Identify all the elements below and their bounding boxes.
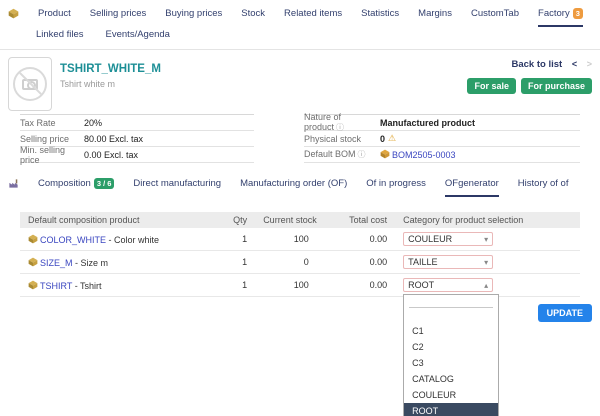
product-link[interactable]: TSHIRT [40, 280, 73, 291]
info-icon: ⓘ [357, 150, 366, 159]
no-photo-icon [13, 67, 47, 101]
physical-stock-value: 0 [380, 133, 386, 144]
dropdown-empty-option[interactable] [404, 295, 498, 307]
product-icon [28, 257, 38, 266]
product-link[interactable]: COLOR_WHITE [40, 234, 107, 245]
bom-icon [380, 149, 390, 159]
for-purchase-badge: For purchase [520, 78, 592, 94]
chevron-down-icon: ▾ [484, 257, 489, 267]
info-table-right: Nature of product ⓘ Manufactured product … [304, 112, 580, 163]
tab-product[interactable]: Product [38, 8, 71, 19]
dropdown-option-c1[interactable]: C1 [412, 326, 424, 336]
nature-of-product-row: Nature of product ⓘ Manufactured product [304, 112, 580, 132]
physical-stock-row: Physical stock 0 ⚠ [304, 131, 580, 147]
subtab-manufacturing-order[interactable]: Manufacturing order (OF) [240, 178, 348, 189]
subtab-history-of-of[interactable]: History of of [517, 178, 569, 189]
tab-selling-prices[interactable]: Selling prices [89, 8, 147, 19]
tab-buying-prices[interactable]: Buying prices [165, 8, 223, 19]
subtab-composition[interactable]: Composition 3 / 6 [38, 178, 115, 197]
tab-related-items[interactable]: Related items [284, 8, 343, 19]
chevron-up-icon: ▴ [484, 280, 489, 290]
category-select[interactable]: TAILLE ▾ [403, 255, 494, 269]
subtab-of-in-progress[interactable]: Of in progress [366, 178, 426, 189]
category-dropdown: C1 C2 C3 CATALOG COULEUR ROOT TAILLE VAR… [403, 294, 500, 416]
factory-icon [8, 178, 19, 189]
product-label: Tshirt white m [60, 79, 116, 89]
selling-price-row: Selling price 80.00 Excl. tax [20, 131, 254, 147]
tax-rate-row: Tax Rate 20% [20, 115, 254, 131]
main-tabbar: Product Selling prices Buying prices Sto… [0, 0, 600, 27]
product-photo-placeholder[interactable] [8, 57, 52, 111]
info-icon: ⓘ [336, 123, 345, 132]
factory-count-badge: 3 [572, 8, 583, 19]
product-icon [28, 280, 38, 289]
product-banner: TSHIRT_WHITE_M Tshirt white m Back to li… [0, 50, 600, 112]
product-ref: TSHIRT_WHITE_M [60, 63, 161, 75]
info-table-left: Tax Rate 20% Selling price 80.00 Excl. t… [20, 114, 254, 165]
category-select[interactable]: COULEUR ▾ [403, 232, 494, 246]
dropdown-separator [409, 307, 494, 308]
tab-linked-files[interactable]: Linked files [36, 29, 84, 40]
stock-cell: 100 [293, 234, 309, 244]
tab-factory[interactable]: Factory 3 [538, 8, 583, 27]
qty-cell: 1 [242, 234, 248, 244]
min-selling-price-value: 0.00 Excl. tax [84, 149, 139, 160]
dropdown-option-root-selected[interactable]: ROOT [404, 403, 499, 416]
cost-cell: 0.00 [369, 280, 388, 290]
stock-cell: 0 [303, 257, 309, 267]
product-info-section: Tax Rate 20% Selling price 80.00 Excl. t… [20, 112, 580, 165]
previous-record-icon[interactable]: < [571, 59, 578, 69]
cost-cell: 0.00 [369, 234, 388, 244]
actions-bar: UPDATE [0, 304, 592, 322]
cost-cell: 0.00 [369, 257, 388, 267]
next-record-icon: > [586, 59, 592, 69]
default-bom-row: Default BOM ⓘ BOM2505-0003 [304, 147, 580, 163]
product-link[interactable]: SIZE_M [40, 257, 73, 268]
qty-cell: 1 [242, 257, 248, 267]
tax-rate-value: 20% [84, 117, 103, 128]
product-icon [28, 234, 38, 243]
dropdown-option-c3[interactable]: C3 [412, 358, 424, 368]
dropdown-option-c2[interactable]: C2 [412, 342, 424, 352]
tab-statistics[interactable]: Statistics [361, 8, 400, 19]
subtab-direct-manufacturing[interactable]: Direct manufacturing [133, 178, 222, 189]
tab-events-agenda[interactable]: Events/Agenda [105, 29, 170, 40]
composition-table: Default composition product Qty Current … [20, 212, 580, 416]
stock-cell: 100 [293, 280, 309, 290]
category-select-open[interactable]: ROOT ▴ [403, 278, 494, 292]
qty-cell: 1 [242, 280, 248, 290]
product-module-icon [8, 8, 19, 19]
default-bom-link[interactable]: BOM2505-0003 [392, 150, 456, 160]
factory-subtabs: Composition 3 / 6 Direct manufacturing M… [0, 170, 600, 197]
tab-customtab[interactable]: CustomTab [470, 8, 520, 19]
table-row: TSHIRT - Tshirt 1 100 0.00 ROOT ▴ C1 [20, 274, 580, 416]
nature-of-product-value: Manufactured product [380, 117, 476, 128]
min-selling-price-row: Min. selling price 0.00 Excl. tax [20, 145, 254, 165]
for-sale-badge: For sale [467, 78, 516, 94]
secondary-tabbar: Linked files Events/Agenda [0, 27, 600, 50]
dropdown-empty-option[interactable] [404, 308, 498, 323]
stock-warning-icon: ⚠ [388, 133, 397, 143]
dropdown-option-catalog[interactable]: CATALOG [412, 374, 454, 384]
dropdown-option-couleur[interactable]: COULEUR [412, 390, 457, 400]
composition-table-header: Default composition product Qty Current … [20, 212, 580, 228]
table-row: COLOR_WHITE - Color white 1 100 0.00 COU… [20, 228, 580, 251]
tab-margins[interactable]: Margins [418, 8, 452, 19]
tab-stock[interactable]: Stock [241, 8, 266, 19]
chevron-down-icon: ▾ [484, 234, 489, 244]
selling-price-value: 80.00 Excl. tax [84, 133, 144, 144]
update-button[interactable]: UPDATE [537, 304, 592, 322]
subtab-ofgenerator[interactable]: OFgenerator [445, 178, 499, 197]
table-row: SIZE_M - Size m 1 0 0.00 TAILLE ▾ [20, 251, 580, 274]
back-to-list-link[interactable]: Back to list [511, 59, 563, 70]
composition-count-badge: 3 / 6 [93, 178, 115, 189]
